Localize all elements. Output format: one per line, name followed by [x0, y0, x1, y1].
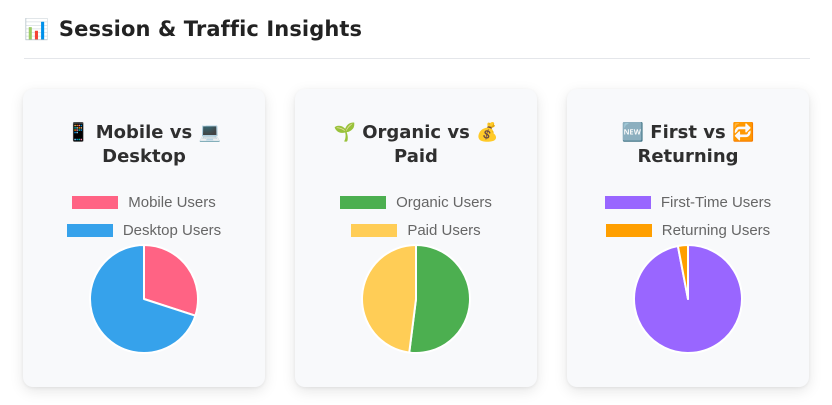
bar-chart-icon: 📊 — [24, 17, 49, 41]
first-returning-pie-chart[interactable] — [633, 244, 743, 354]
card-title-line1: 📱 Mobile vs 💻 — [67, 122, 221, 143]
first-vs-returning-card: 🆕 First vs 🔁 Returning First-Time Users … — [567, 89, 809, 387]
legend-item-organic[interactable]: Organic Users — [295, 188, 537, 216]
legend-item-paid[interactable]: Paid Users — [295, 216, 537, 244]
card-title-line2: Returning — [637, 146, 739, 167]
pie-slice-paid-users[interactable] — [361, 244, 417, 354]
legend-item-desktop[interactable]: Desktop Users — [23, 216, 265, 244]
organic-paid-pie-chart[interactable] — [361, 244, 471, 354]
card-title: 📱 Mobile vs 💻 Desktop — [23, 121, 265, 169]
card-title-line1: 🆕 First vs 🔁 — [621, 122, 755, 143]
card-title: 🌱 Organic vs 💰 Paid — [295, 121, 537, 169]
chart-legend: Mobile Users Desktop Users — [23, 188, 265, 244]
legend-item-returning[interactable]: Returning Users — [567, 216, 809, 244]
pie-slice-returning-users[interactable] — [676, 244, 689, 300]
legend-swatch — [72, 195, 119, 209]
page-header: 📊 Session & Traffic Insights — [24, 0, 810, 59]
card-title-line2: Paid — [394, 146, 438, 167]
pie-slice-organic-users[interactable] — [408, 244, 471, 354]
legend-label: Mobile Users — [128, 193, 216, 211]
legend-label: First-Time Users — [660, 193, 772, 211]
legend-label: Paid Users — [407, 221, 481, 239]
legend-swatch — [351, 223, 398, 237]
legend-label: Organic Users — [396, 193, 492, 211]
pie-slice-mobile-users[interactable] — [143, 244, 199, 317]
organic-vs-paid-card: 🌱 Organic vs 💰 Paid Organic Users Paid U… — [295, 89, 537, 387]
chart-legend: Organic Users Paid Users — [295, 188, 537, 244]
mobile-vs-desktop-card: 📱 Mobile vs 💻 Desktop Mobile Users Deskt… — [23, 89, 265, 387]
card-title-line2: Desktop — [102, 146, 186, 167]
legend-label: Returning Users — [661, 221, 771, 239]
card-title: 🆕 First vs 🔁 Returning — [567, 121, 809, 169]
chart-legend: First-Time Users Returning Users — [567, 188, 809, 244]
legend-swatch — [605, 223, 652, 237]
legend-item-first-time[interactable]: First-Time Users — [567, 188, 809, 216]
pie-slice-desktop-users[interactable] — [89, 244, 197, 354]
card-title-line1: 🌱 Organic vs 💰 — [333, 122, 499, 143]
mobile-desktop-pie-chart[interactable] — [89, 244, 199, 354]
page-title: Session & Traffic Insights — [58, 17, 363, 41]
legend-swatch — [340, 195, 387, 209]
legend-swatch — [66, 223, 113, 237]
legend-label: Desktop Users — [122, 221, 222, 239]
legend-item-mobile[interactable]: Mobile Users — [23, 188, 265, 216]
legend-swatch — [604, 195, 651, 209]
